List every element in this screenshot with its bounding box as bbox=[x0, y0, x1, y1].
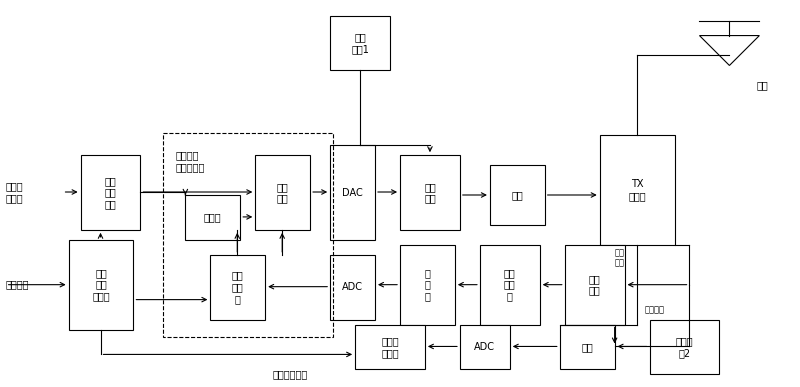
Text: 数字
上变
频器: 数字 上变 频器 bbox=[105, 176, 116, 209]
Bar bbox=[600, 135, 674, 245]
Text: 同步帧号: 同步帧号 bbox=[6, 280, 29, 290]
Text: 下行输
入信号: 下行输 入信号 bbox=[6, 181, 23, 203]
Text: TX
双工器: TX 双工器 bbox=[628, 179, 646, 201]
Bar bbox=[650, 320, 719, 374]
Bar bbox=[355, 325, 425, 369]
Bar bbox=[81, 155, 141, 230]
Text: 延时器: 延时器 bbox=[204, 212, 222, 223]
Bar bbox=[163, 133, 333, 337]
Bar bbox=[330, 145, 375, 240]
Text: DAC: DAC bbox=[342, 188, 363, 197]
Text: ADC: ADC bbox=[342, 282, 363, 292]
Bar bbox=[560, 325, 614, 369]
Bar bbox=[210, 255, 266, 320]
Text: 下
变
频: 下 变 频 bbox=[425, 268, 430, 301]
Text: 预失
真器: 预失 真器 bbox=[277, 182, 289, 203]
Text: 反向功率: 反向功率 bbox=[645, 305, 665, 314]
Bar bbox=[330, 15, 390, 70]
Text: 数字下
变频器: 数字下 变频器 bbox=[382, 336, 399, 358]
Text: 射频
本振1: 射频 本振1 bbox=[351, 32, 369, 54]
Text: 射频本
振2: 射频本 振2 bbox=[676, 336, 694, 358]
Text: 自适应预
失真处理器: 自适应预 失真处理器 bbox=[175, 150, 205, 172]
Text: 功放: 功放 bbox=[511, 190, 523, 200]
Text: 正交
调制: 正交 调制 bbox=[424, 182, 436, 203]
Text: 上行输入信号: 上行输入信号 bbox=[273, 369, 308, 379]
Bar bbox=[400, 245, 455, 325]
Text: 射频: 射频 bbox=[582, 342, 593, 352]
Text: 射频
开关: 射频 开关 bbox=[589, 274, 601, 295]
Bar bbox=[186, 195, 240, 240]
Bar bbox=[565, 245, 625, 325]
Bar bbox=[480, 245, 540, 325]
Text: 误差
处理
器: 误差 处理 器 bbox=[232, 271, 244, 304]
Bar bbox=[255, 155, 310, 230]
Text: 跳频
信号
处理器: 跳频 信号 处理器 bbox=[92, 268, 110, 301]
Text: 前向
功率: 前向 功率 bbox=[614, 248, 625, 267]
Text: 天线: 天线 bbox=[756, 80, 768, 91]
Bar bbox=[330, 255, 375, 320]
Bar bbox=[400, 155, 460, 230]
Bar bbox=[490, 165, 545, 225]
Bar bbox=[69, 240, 134, 329]
Text: 带通
滤波
器: 带通 滤波 器 bbox=[504, 268, 516, 301]
Bar bbox=[460, 325, 510, 369]
Text: ADC: ADC bbox=[474, 342, 495, 352]
